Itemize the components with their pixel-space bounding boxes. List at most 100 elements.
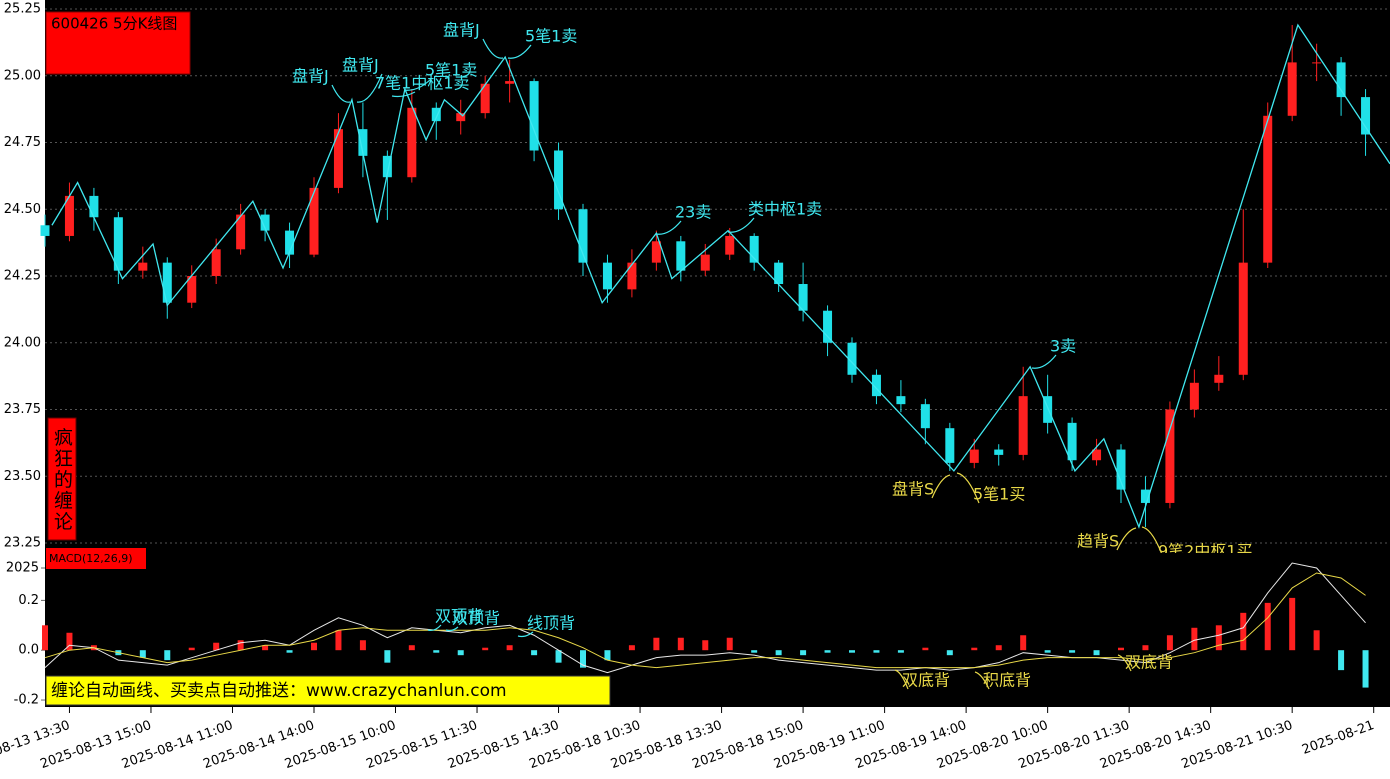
macd-bar <box>726 637 733 651</box>
candle-body <box>309 187 319 255</box>
macd-bar <box>628 645 635 651</box>
candle-body <box>1361 97 1371 135</box>
macd-bar <box>775 650 782 656</box>
macd-bar <box>849 650 855 653</box>
annotation: 盘背S <box>892 480 934 499</box>
macd-bar <box>335 630 342 651</box>
annotation-arrow <box>427 624 442 632</box>
macd-bar <box>66 632 73 651</box>
y-tick-label: -0.2 <box>14 693 39 708</box>
macd-bar <box>506 645 513 651</box>
candle-body <box>627 262 637 290</box>
candle-body <box>333 129 343 188</box>
macd-bar <box>42 625 48 651</box>
macd-bar <box>359 640 366 651</box>
annotation-arrow <box>507 44 532 59</box>
macd-bar <box>555 650 562 663</box>
macd-bar <box>139 650 146 658</box>
annotation-arrow <box>894 669 909 690</box>
macd-bar <box>751 650 758 653</box>
candle-body <box>1336 62 1346 98</box>
annotation-arrow <box>403 78 432 91</box>
candle-body <box>700 254 710 271</box>
macd-bar <box>1240 612 1247 651</box>
macd-line <box>44 572 1366 669</box>
candle-body <box>871 374 881 397</box>
macd-bar <box>946 650 953 656</box>
candle-body <box>211 249 221 276</box>
candle-body <box>505 81 515 84</box>
macd-bar <box>824 650 831 653</box>
candle-body <box>1067 422 1077 461</box>
candle-body <box>847 342 857 375</box>
annotation: 5笔1卖 <box>525 27 577 46</box>
candle-body <box>1287 62 1297 116</box>
candle-body <box>798 284 808 311</box>
macd-title-box <box>46 548 146 569</box>
candle-body <box>187 276 197 303</box>
candle-body <box>138 262 148 271</box>
candle-body <box>64 195 74 236</box>
macd-bar <box>873 650 880 653</box>
annotation: 线顶背 <box>527 614 575 633</box>
macd-bar <box>1215 625 1222 651</box>
macd-bar <box>188 647 195 651</box>
candle-body <box>1140 489 1150 503</box>
annotation-arrow <box>1116 527 1137 551</box>
candle-body <box>823 310 833 343</box>
candle-body <box>1165 409 1175 503</box>
macd-bar <box>384 650 391 663</box>
y-tick-label: 23.25 <box>4 536 41 551</box>
macd-bar <box>580 650 586 668</box>
annotation-arrow <box>727 217 755 233</box>
annotation-arrow <box>391 91 416 98</box>
annotation: 23卖 <box>675 203 711 222</box>
macd-bar <box>897 650 904 653</box>
macd-bar <box>702 640 709 651</box>
macd-bar <box>457 650 464 656</box>
y-tick-label: 25.00 <box>4 68 41 83</box>
annotation: 盘背J <box>342 56 379 75</box>
candle-body <box>1312 62 1322 64</box>
macd-bar <box>213 642 220 651</box>
macd-bar <box>1313 630 1320 651</box>
macd-bar <box>237 640 244 651</box>
macd-bar <box>433 650 440 653</box>
macd-bar <box>1093 650 1100 656</box>
macd-bar <box>286 650 293 653</box>
macd-bar <box>1166 635 1173 651</box>
candle-body <box>749 235 759 263</box>
candle-body <box>236 214 246 250</box>
macd-bar <box>408 645 415 651</box>
annotation-arrow <box>974 671 990 690</box>
macd-bar <box>971 647 978 651</box>
annotation: 双顶背 <box>452 609 500 628</box>
y-tick-label: 24.75 <box>4 135 41 150</box>
macd-title: MACD(12,26,9) <box>49 552 133 565</box>
candle-body <box>676 241 686 271</box>
annotation: 5笔1买 <box>973 485 1025 504</box>
macd-bar <box>995 645 1002 651</box>
macd-bar <box>1142 645 1149 651</box>
macd-bar <box>1069 650 1076 653</box>
candle-body <box>969 449 979 463</box>
annotation-arrow <box>482 38 504 59</box>
annotation: 双底背 <box>902 671 950 690</box>
candle-body <box>285 230 295 255</box>
candle-body <box>382 155 392 178</box>
annotation: 双顶背 <box>435 607 483 626</box>
annotation-arrow <box>356 73 383 103</box>
annotation-arrow <box>445 626 459 632</box>
macd-bar <box>1289 597 1296 651</box>
candle-body <box>89 195 99 218</box>
macd-line <box>44 562 1366 674</box>
annotation-arrow <box>1117 654 1132 672</box>
y-tick-label: 24.00 <box>4 335 41 350</box>
annotation: 类中枢1卖 <box>748 200 822 219</box>
macd-bar <box>1362 650 1369 688</box>
candle-body <box>358 129 368 156</box>
annotation-arrow <box>931 474 951 499</box>
